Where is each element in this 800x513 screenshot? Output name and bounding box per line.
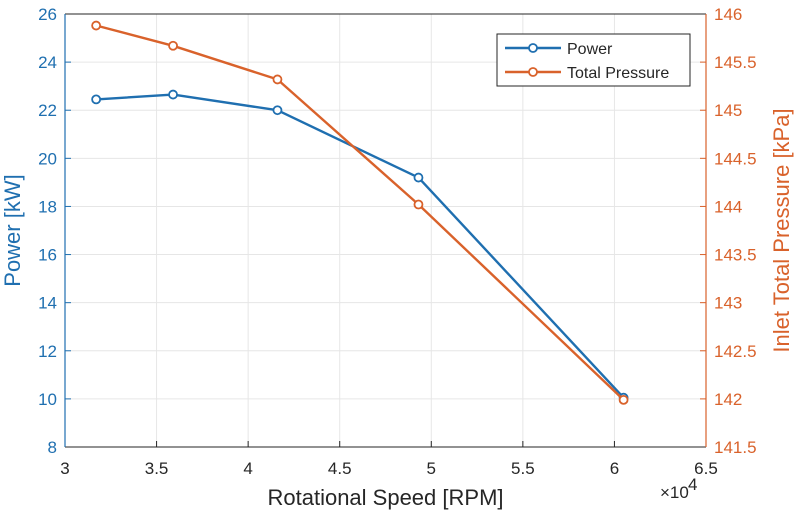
y-left-tick-label: 12 <box>38 342 57 361</box>
y-right-tick-label: 145.5 <box>714 53 757 72</box>
y-left-tick-label: 14 <box>38 294 57 313</box>
legend-label: Power <box>567 41 613 58</box>
y-right-tick-label: 142.5 <box>714 342 757 361</box>
x-tick-label: 3 <box>60 459 69 478</box>
series-point-0 <box>91 94 102 105</box>
x-tick-label: 5.5 <box>511 459 535 478</box>
series-point-0 <box>272 105 283 116</box>
y-left-tick-label: 24 <box>38 53 57 72</box>
legend-marker <box>528 67 538 77</box>
y-right-tick-label: 143 <box>714 294 742 313</box>
y-left-tick-label: 8 <box>48 438 57 457</box>
y-left-tick-label: 22 <box>38 101 57 120</box>
series-point-1 <box>91 20 102 31</box>
x-tick-label: 5 <box>427 459 436 478</box>
x-tick-label: 6.5 <box>694 459 718 478</box>
y-right-tick-label: 145 <box>714 101 742 120</box>
y-left-tick-label: 10 <box>38 390 57 409</box>
series-point-1 <box>618 394 629 405</box>
y-left-tick-label: 16 <box>38 246 57 265</box>
x-tick-label: 3.5 <box>145 459 169 478</box>
y-left-tick-label: 18 <box>38 197 57 216</box>
series-point-1 <box>272 74 283 85</box>
y-right-tick-label: 144.5 <box>714 149 757 168</box>
y-right-tick-label: 143.5 <box>714 246 757 265</box>
x-axis-title: Rotational Speed [RPM] <box>267 485 503 510</box>
y-right-axis-title: Inlet Total Pressure [kPa] <box>769 108 794 352</box>
axes: 3 3.5 4 4.5 5 5.5 6 6.5 8 10 12 14 16 18 20 22 24 26 141.5… <box>0 5 794 510</box>
series-point-1 <box>168 40 178 51</box>
y-right-tick-label: 142 <box>714 390 742 409</box>
y-right-tick-label: 144 <box>714 197 742 216</box>
legend-marker <box>528 43 538 53</box>
x-exponent-label: ×10 <box>660 483 689 502</box>
y-left-tick-label: 20 <box>38 149 57 168</box>
legend-label: Total Pressure <box>567 65 669 82</box>
series-point-0 <box>168 89 178 100</box>
series <box>91 20 629 405</box>
y-right-tick-label: 146 <box>714 5 742 24</box>
x-tick-label: 4 <box>243 459 252 478</box>
legend: Power Total Pressure <box>496 33 691 87</box>
y-left-axis-title: Power [kW] <box>0 174 25 286</box>
x-exponent-power: 4 <box>688 475 697 494</box>
y-left-tick-label: 26 <box>38 5 57 24</box>
x-tick-label: 4.5 <box>328 459 352 478</box>
legend-box <box>496 33 691 87</box>
y-right-tick-label: 141.5 <box>714 438 757 457</box>
series-point-0 <box>413 172 424 183</box>
series-point-1 <box>413 199 424 210</box>
x-tick-label: 6 <box>610 459 619 478</box>
